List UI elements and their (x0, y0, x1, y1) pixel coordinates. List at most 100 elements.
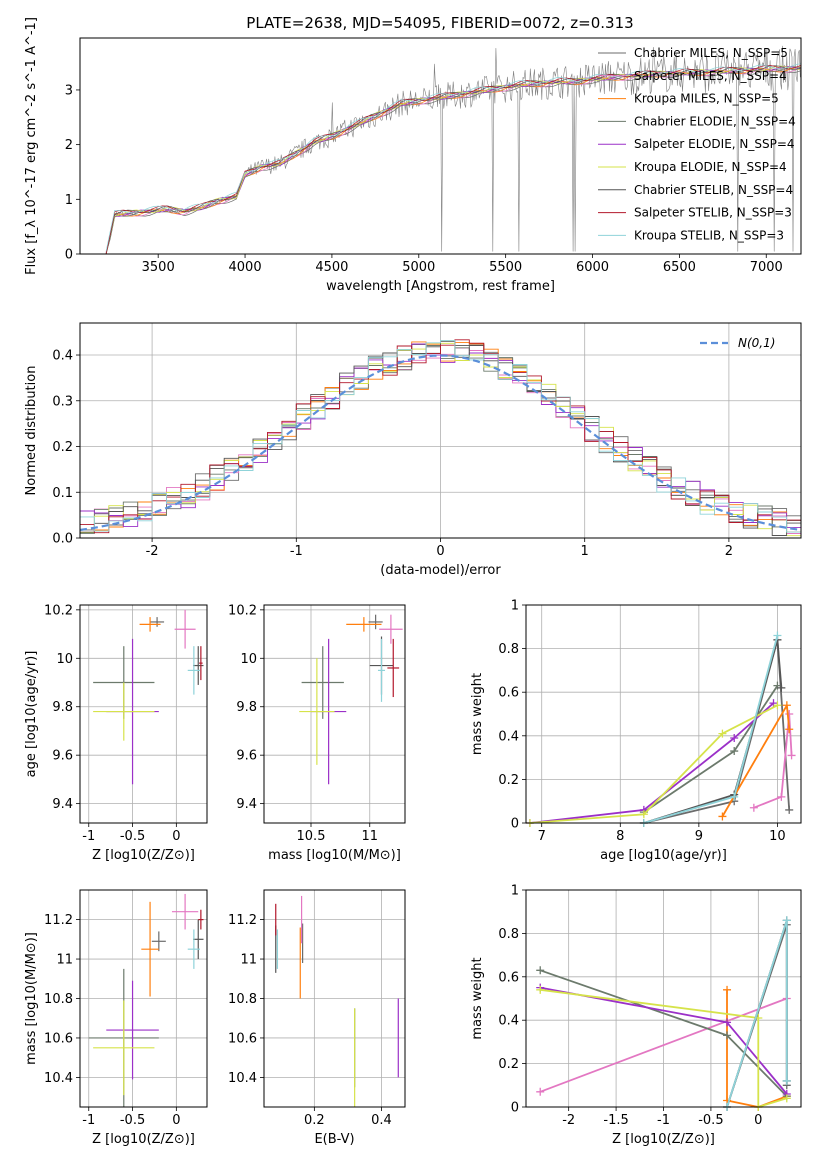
mass-weight-marker (730, 733, 739, 742)
mass-weight-marker (782, 701, 791, 710)
x-tick-label: -2 (146, 544, 159, 559)
mass-weight-line (540, 988, 788, 1108)
panels: 3500 4000 4500 5000 5500 6000 6500 70000123wave… (24, 17, 802, 1147)
x-tick-label: 3500 (142, 260, 175, 275)
y-tick-label: 11 (56, 953, 73, 968)
x-tick-label: 9 (695, 829, 703, 844)
x-tick-label: 4000 (229, 260, 262, 275)
x-tick-label: -0.5 (120, 1113, 145, 1128)
y-axis-label: Flux [f_λ 10^-17 erg cm^-2 s^-1 A^-1] (24, 17, 39, 275)
plot-area-age_vs_Z (93, 609, 204, 785)
mass-weight-marker (785, 710, 794, 718)
x-tick-label: 10.5 (297, 829, 326, 844)
legend-label: Chabrier MILES, N_SSP=5 (634, 46, 788, 60)
y-tick-label: 0.1 (52, 486, 73, 501)
model-spectrum-line (105, 66, 802, 255)
x-axis-label: Z [log10(Z/Z⊙)] (92, 1132, 195, 1147)
y-axis-label: mass weight (470, 957, 485, 1039)
y-tick-label: 0.4 (498, 1014, 519, 1029)
legend-label: Kroupa ELODIE, N_SSP=4 (634, 160, 787, 174)
y-tick-label: 0.8 (498, 927, 519, 942)
y-tick-label: 0.2 (52, 440, 73, 455)
x-tick-label: 1 (581, 544, 589, 559)
y-tick-label: 3 (65, 83, 73, 98)
mass-weight-marker (536, 966, 545, 975)
legend-label: Kroupa MILES, N_SSP=5 (634, 92, 779, 106)
y-tick-label: 9.6 (52, 749, 73, 764)
axes-frame (263, 889, 406, 1108)
legend-label: N(0,1) (738, 336, 775, 350)
x-tick-label: -1 (290, 544, 303, 559)
y-tick-label: 9.4 (52, 797, 73, 812)
normal-curve-line (79, 354, 802, 532)
mass-weight-line (753, 713, 793, 809)
panel-spectrum: 3500 4000 4500 5000 5500 6000 6500 7000 0 1 2 3 wave… (24, 17, 802, 294)
mass-weight-line (529, 704, 778, 824)
x-tick-label: -2 (562, 1113, 575, 1128)
y-tick-label: 10.6 (44, 1031, 73, 1046)
y-tick-label: 11.2 (44, 913, 73, 928)
x-tick-label: 0 (172, 1113, 180, 1128)
figure-title: PLATE=2638, MJD=54095, FIBERID=0072, z=0… (246, 14, 633, 32)
x-axis-label: Z [log10(Z/Z⊙)] (92, 848, 195, 863)
model-spectrum-line (105, 65, 802, 255)
legend-spectrum: Chabrier MILES, N_SSP=5 Salpeter MILES, N… (598, 46, 796, 242)
x-tick-label: 0 (754, 1113, 762, 1128)
plot-area-mass_vs_Z (88, 893, 204, 1107)
axes-frame (525, 889, 802, 1108)
x-axis-label: Z [log10(Z/Z⊙)] (612, 1132, 715, 1147)
axes-frame (79, 604, 208, 824)
mass-weight-marker (723, 1018, 732, 1027)
y-tick-label: 0.2 (498, 773, 519, 788)
x-axis-label: (data-model)/error (380, 563, 501, 578)
y-tick-label: 10 (240, 652, 257, 667)
x-tick-label: -1 (657, 1113, 670, 1128)
x-tick-label: -1 (82, 829, 95, 844)
x-tick-label: 0 (436, 544, 444, 559)
y-tick-label: 0.2 (498, 1057, 519, 1072)
x-tick-label: 4500 (315, 260, 348, 275)
mass-weight-marker (773, 631, 782, 640)
mass-weight-marker (785, 725, 794, 734)
mass-weight-marker (723, 985, 732, 994)
x-tick-label: 6000 (576, 260, 609, 275)
mass-weight-marker (787, 751, 796, 760)
y-tick-label: 0.0 (52, 532, 73, 547)
y-tick-label: 11.2 (228, 913, 257, 928)
y-tick-label: 9.8 (236, 700, 257, 715)
x-tick-label: -1 (82, 1113, 95, 1128)
legend-label: Chabrier STELIB, N_SSP=4 (634, 183, 793, 197)
model-spectrum-line (105, 67, 802, 255)
y-axis-label: mass [log10(M/M⊙)] (24, 932, 39, 1065)
y-tick-label: 0.4 (52, 349, 73, 364)
mass-weight-marker (782, 916, 791, 925)
y-tick-label: 0.4 (498, 729, 519, 744)
legend-label: Salpeter STELIB, N_SSP=3 (634, 206, 792, 220)
y-tick-label: 2 (65, 138, 73, 153)
mass-weight-marker (782, 1094, 791, 1103)
x-axis-label: E(B-V) (314, 1132, 354, 1147)
mass-weight-marker (730, 747, 739, 756)
y-tick-label: 10.2 (44, 603, 73, 618)
y-axis-label: mass weight (470, 673, 485, 755)
mass-weight-marker (749, 803, 758, 812)
x-tick-label: 0 (172, 829, 180, 844)
mass-weight-line (539, 997, 788, 1093)
x-tick-label: -0.5 (698, 1113, 723, 1128)
mass-weight-marker (730, 792, 739, 801)
mass-weight-marker (718, 812, 727, 821)
mass-weight-marker (718, 729, 727, 738)
x-tick-label: 7 (538, 829, 546, 844)
y-tick-label: 9.8 (52, 700, 73, 715)
mass-weight-line (726, 989, 788, 1108)
axes-frame (263, 604, 406, 824)
x-axis-label: mass [log10(M/M⊙)] (268, 848, 401, 863)
x-tick-label: 0.2 (304, 1113, 325, 1128)
x-tick-label: 5500 (489, 260, 522, 275)
panel-weight_vs_age: 7 8 9 10 0 0.2 0.4 0.6 0.8 1 age [log10(age/yr)] ma… (470, 599, 802, 863)
y-tick-label: 0 (511, 1101, 519, 1116)
model-spectrum-line (105, 66, 802, 253)
y-tick-label: 0 (511, 817, 519, 832)
y-tick-label: 10.6 (228, 1031, 257, 1046)
